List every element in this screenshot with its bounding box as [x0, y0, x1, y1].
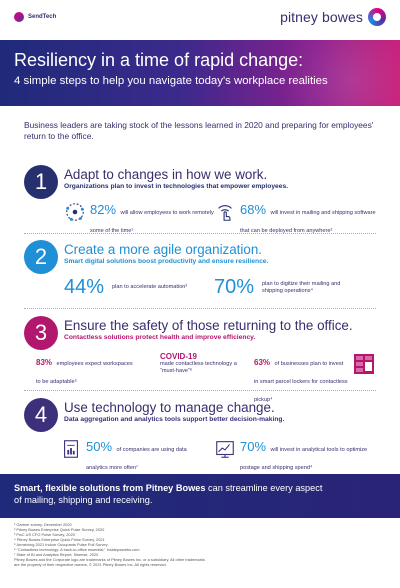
stat-value: COVID-19 — [160, 352, 197, 361]
stat-text: will invest in analytical tools to optim… — [240, 447, 368, 471]
step-number: 4 — [24, 398, 58, 432]
footnote: ⁵ Armstrong 2021 Indoor Occupants Pulse … — [14, 542, 108, 547]
top-bar: SendTech pitney bowes — [0, 0, 400, 40]
stat-lockers: 63% of businesses plan to invest in smar… — [254, 352, 384, 406]
footnote: ² Pitney Bowes Enterprise Quick Pulse Su… — [14, 527, 105, 532]
hero-subtitle: 4 simple steps to help you navigate toda… — [14, 75, 328, 87]
stat-analytical-tools: 70% will invest in analytical tools to o… — [214, 438, 384, 474]
footnote: ³ PwC US CFO Pulse Survey, 2020 — [14, 532, 75, 537]
step-subtitle: Data aggregation and analytics tools sup… — [64, 416, 285, 423]
divider — [24, 390, 376, 391]
footnotes: ¹ Gartner survey, December 2020 ² Pitney… — [14, 522, 386, 567]
stat-data-analytics: 50% of companies are using data analytic… — [60, 438, 210, 474]
stat-value: 83% — [36, 358, 53, 367]
legal-text: Pitney Bowes and the Corporate logo are … — [14, 557, 205, 562]
stat-covid: COVID-19 made contactless technology a “… — [160, 352, 240, 375]
sendtech-logo: SendTech — [14, 12, 56, 22]
intro-paragraph: Business leaders are taking stock of the… — [24, 120, 374, 141]
stat-value: 50% — [86, 439, 113, 454]
stat-text: made contactless technology a “must-have… — [160, 361, 237, 374]
stat-text: employees expect workspaces to be adapta… — [36, 361, 133, 385]
footer-bold-lead: Smart, flexible solutions from Pitney Bo… — [14, 483, 206, 493]
step-1: 1 Adapt to changes in how we work. Organ… — [24, 165, 384, 245]
hero-banner: Resiliency in a time of rapid change: 4 … — [0, 40, 400, 106]
remote-network-icon — [66, 203, 84, 221]
touch-wifi-icon — [218, 205, 232, 221]
step-number: 3 — [24, 316, 58, 350]
stat-text: plan to digitize their mailing and shipp… — [262, 280, 341, 294]
stat-text: will invest in mailing and shipping soft… — [240, 210, 376, 234]
step-3: 3 Ensure the safety of those returning t… — [24, 316, 384, 403]
pitney-bowes-logo: pitney bowes — [280, 8, 386, 26]
step-subtitle: Smart digital solutions boost productivi… — [64, 258, 269, 265]
step-title: Adapt to changes in how we work. — [64, 167, 268, 182]
divider — [24, 308, 376, 309]
footnote: ⁴ Pitney Bowes Enterprise Quick Pulse Su… — [14, 537, 105, 542]
footnote: ¹ Gartner survey, December 2020 — [14, 522, 72, 527]
footer-banner: Smart, flexible solutions from Pitney Bo… — [0, 474, 400, 518]
stat-value: 63% — [254, 358, 271, 367]
stat-value: 82% — [90, 202, 117, 217]
stat-text: of businesses plan to invest in smart pa… — [254, 361, 348, 403]
stat-automation: 44% plan to accelerate automation³ — [64, 276, 214, 299]
stat-value: 68% — [240, 202, 267, 217]
hero-title: Resiliency in a time of rapid change: — [14, 50, 304, 70]
stat-value: 44% — [64, 276, 105, 298]
step-subtitle: Contactless solutions protect health and… — [64, 334, 256, 341]
step-number: 1 — [24, 165, 58, 199]
divider — [24, 233, 376, 234]
stat-value: 70% — [214, 276, 255, 298]
parcel-locker-icon — [354, 354, 374, 374]
footer-line-2: of mailing, shipping and receiving. — [14, 495, 153, 505]
sendtech-label: SendTech — [28, 14, 57, 20]
stat-text: of companies are using data analytics mo… — [86, 447, 187, 471]
sendtech-mark-icon — [14, 12, 24, 22]
footer-rest: can streamline every aspect — [205, 483, 323, 493]
stat-text: plan to accelerate automation³ — [112, 284, 188, 290]
stat-adaptable: 83% employees expect workspaces to be ad… — [36, 352, 136, 388]
stat-remote-work: 82% will allow employees to work remotel… — [64, 201, 214, 237]
step-subtitle: Organizations plan to invest in technolo… — [64, 183, 289, 190]
stat-value: 70% — [240, 439, 267, 454]
stat-text: will allow employees to work remotely so… — [90, 210, 214, 234]
stat-shipping-software: 68% will invest in mailing and shipping … — [214, 201, 384, 237]
footer-line-1: Smart, flexible solutions from Pitney Bo… — [14, 482, 386, 494]
step-title: Create a more agile organization. — [64, 242, 262, 257]
footnote: ⁷ State of BI and Analytics Report, Sise… — [14, 552, 99, 557]
analytics-document-icon — [64, 440, 78, 458]
step-number: 2 — [24, 240, 58, 274]
step-2: 2 Create a more agile organization. Smar… — [24, 240, 384, 312]
footnote: ⁶ “Contactless technology: A back-to-off… — [14, 547, 140, 552]
stat-digitize: 70% plan to digitize their mailing and s… — [214, 276, 384, 299]
legal-text: are the property of their respective own… — [14, 562, 167, 567]
analytics-chart-icon — [216, 441, 234, 458]
step-title: Use technology to manage change. — [64, 400, 275, 415]
pitney-bowes-mark-icon — [368, 8, 386, 26]
step-4: 4 Use technology to manage change. Data … — [24, 398, 384, 471]
step-title: Ensure the safety of those returning to … — [64, 318, 353, 333]
brand-name: pitney bowes — [280, 9, 363, 25]
